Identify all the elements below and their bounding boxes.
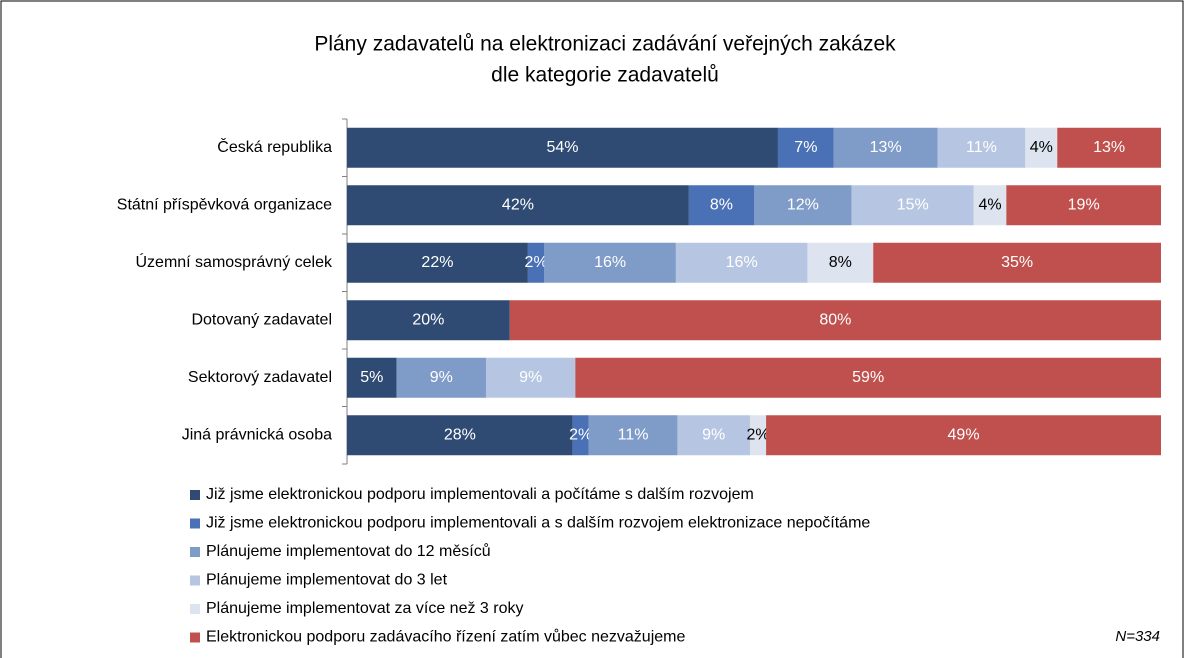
data-label: 5% xyxy=(360,369,383,386)
legend-swatch xyxy=(190,490,200,500)
annotation: N=334 xyxy=(1115,628,1160,645)
data-label: 49% xyxy=(948,426,980,443)
bar-segment xyxy=(973,185,1007,226)
y-tick-label: Územní samosprávný celek xyxy=(135,252,333,271)
data-label: 4% xyxy=(978,196,1001,213)
data-label: 35% xyxy=(1001,254,1033,271)
legend-label: Plánujeme implementovat za více než 3 ro… xyxy=(206,600,523,617)
bar-segment xyxy=(675,242,808,283)
bar-segment xyxy=(777,127,834,168)
bar-segment xyxy=(544,242,676,283)
data-label: 11% xyxy=(966,139,997,156)
data-label: 9% xyxy=(519,369,542,386)
bar-segment xyxy=(677,415,750,456)
bar-segment xyxy=(347,415,573,456)
legend-label: Již jsme elektronickou podporu implement… xyxy=(206,486,754,503)
bar-segment xyxy=(766,415,1161,456)
legend-swatch xyxy=(190,518,200,529)
bar-segment xyxy=(1006,185,1161,226)
bar-segment xyxy=(873,242,1161,283)
bar-segment xyxy=(347,185,689,226)
data-label: 54% xyxy=(546,139,578,156)
y-tick-label: Jiná právnická osoba xyxy=(182,426,332,443)
legend-label: Elektronickou podporu zadávacího řízení … xyxy=(206,628,685,646)
data-label: 9% xyxy=(430,369,453,386)
bar-segment xyxy=(807,242,874,283)
data-label: 15% xyxy=(897,196,929,213)
data-label: 19% xyxy=(1068,196,1100,213)
bar-segment xyxy=(851,185,974,226)
bar-segment xyxy=(347,300,510,341)
data-label: 8% xyxy=(710,196,733,213)
data-label: 13% xyxy=(1093,139,1125,156)
bar-segment xyxy=(347,127,778,168)
bar-segment xyxy=(347,242,528,283)
legend-label: Plánujeme implementovat do 3 let xyxy=(206,572,448,589)
bar-segment xyxy=(572,415,589,456)
data-label: 22% xyxy=(421,254,453,271)
bar-segment xyxy=(1057,127,1161,168)
y-tick-label: Sektorový zadavatel xyxy=(188,369,332,386)
bar-segment xyxy=(588,415,678,456)
data-label: 7% xyxy=(794,139,817,156)
bar-segment xyxy=(575,357,1161,398)
y-tick-label: Česká republika xyxy=(217,137,332,156)
data-label: 9% xyxy=(702,426,725,443)
data-label: 4% xyxy=(1030,139,1053,156)
legend-label: Plánujeme implementovat do 12 měsíců xyxy=(206,542,491,560)
legend-label: Již jsme elektronickou podporu implement… xyxy=(206,515,870,532)
bar-segment xyxy=(833,127,938,168)
chart-title: Plány zadavatelů na elektronizaci zadává… xyxy=(314,33,896,56)
bar-segment xyxy=(749,415,767,456)
bar-segment xyxy=(396,357,486,398)
chart-title: dle kategorie zadavatelů xyxy=(491,64,719,87)
data-label: 2% xyxy=(746,426,769,443)
bar-segment xyxy=(509,300,1161,341)
legend-swatch xyxy=(190,632,200,643)
legend-swatch xyxy=(190,575,200,586)
bar-segment xyxy=(527,242,545,283)
bar-segment xyxy=(688,185,754,226)
bar-segment xyxy=(1025,127,1058,168)
data-label: 11% xyxy=(618,426,649,443)
data-label: 12% xyxy=(787,196,819,213)
data-label: 2% xyxy=(525,254,548,271)
data-label: 80% xyxy=(819,311,851,328)
bar-segment xyxy=(347,357,397,398)
y-tick-label: Státní příspěvková organizace xyxy=(117,196,332,213)
bar-segment xyxy=(485,357,576,398)
data-label: 28% xyxy=(444,426,476,443)
data-label: 20% xyxy=(412,311,444,328)
legend-swatch xyxy=(190,604,200,614)
data-label: 13% xyxy=(870,139,902,156)
data-label: 8% xyxy=(829,254,852,271)
legend-swatch xyxy=(190,547,200,557)
data-label: 16% xyxy=(726,254,758,271)
data-label: 2% xyxy=(569,426,592,443)
bar-segment xyxy=(754,185,852,226)
data-label: 42% xyxy=(502,196,534,213)
data-label: 16% xyxy=(594,254,626,271)
y-tick-label: Dotovaný zadavatel xyxy=(191,311,332,328)
bar-segment xyxy=(937,127,1026,168)
data-label: 59% xyxy=(852,369,884,386)
